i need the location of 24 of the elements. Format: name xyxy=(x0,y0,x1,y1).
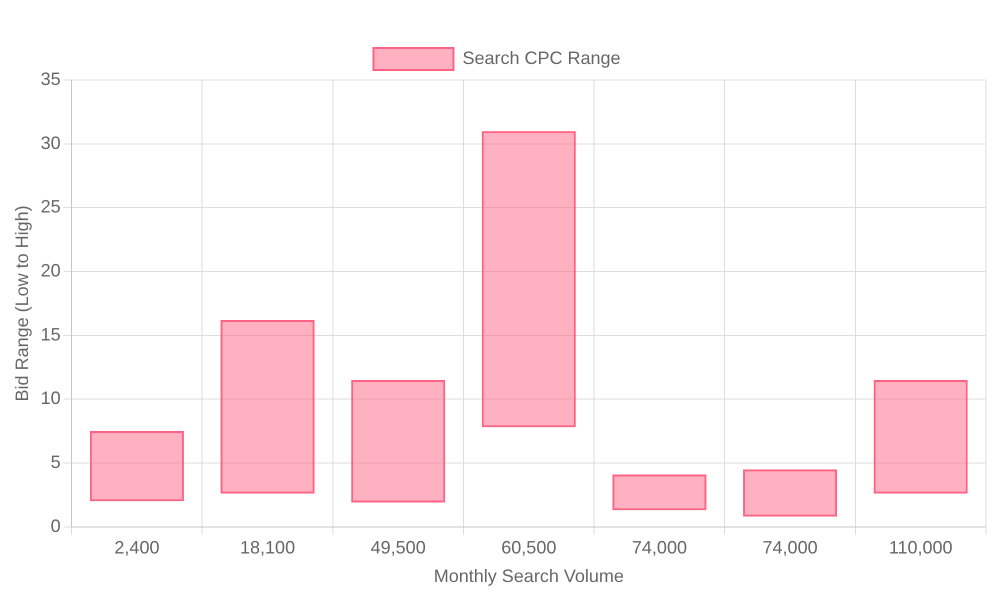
legend-label: Search CPC Range xyxy=(462,48,621,68)
y-tick-label: 35 xyxy=(40,68,61,89)
y-tick-label: 25 xyxy=(40,196,61,217)
x-tick-label: 2,400 xyxy=(114,538,160,558)
x-tick-label: 49,500 xyxy=(370,538,426,558)
x-tick-label: 74,000 xyxy=(762,538,818,558)
bar xyxy=(612,474,706,510)
y-tick-label: 5 xyxy=(50,452,61,472)
y-tick-label: 30 xyxy=(40,132,61,153)
bar xyxy=(220,320,315,494)
y-tick-label: 20 xyxy=(40,260,61,280)
bar xyxy=(351,380,446,503)
x-tick-label: 110,000 xyxy=(888,538,953,558)
x-tick-label: 74,000 xyxy=(632,538,687,558)
bar xyxy=(90,431,184,502)
bar xyxy=(874,380,968,494)
x-tick-label: 18,100 xyxy=(240,538,296,558)
x-axis-title: Monthly Search Volume xyxy=(434,566,624,586)
y-tick-label: 0 xyxy=(50,516,61,536)
x-tick-label: 60,500 xyxy=(501,538,556,558)
y-tick-label: 15 xyxy=(40,324,61,344)
y-tick-label: 10 xyxy=(40,388,61,408)
bar xyxy=(743,469,838,517)
y-axis-title: Bid Range (Low to High) xyxy=(12,205,32,402)
